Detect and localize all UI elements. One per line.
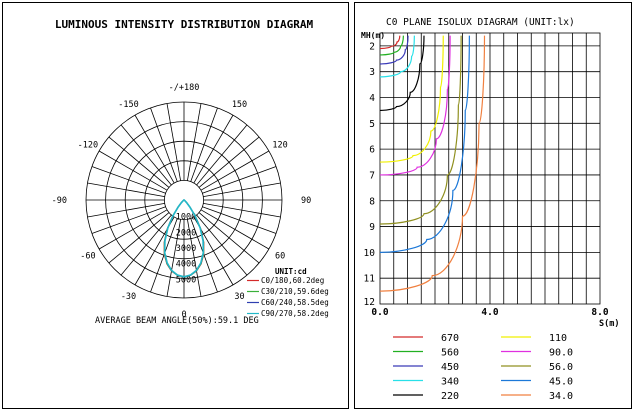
polar-spoke xyxy=(198,212,260,264)
polar-chart: LUMINOUS INTENSITY DISTRIBUTION DIAGRAM -… xyxy=(52,18,329,326)
radial-tick-label: 5000 xyxy=(176,275,196,285)
y-axis-label: MH(m) xyxy=(361,31,385,40)
polar-spoke xyxy=(196,124,248,186)
x-axis-label: S(m) xyxy=(599,319,619,329)
x-tick-label: 0.0 xyxy=(371,307,388,318)
polar-spoke xyxy=(202,206,277,234)
polar-spoke xyxy=(196,214,248,276)
isolux-curve-6 xyxy=(379,35,451,176)
radial-tick-label: 1000 xyxy=(176,213,196,223)
polar-spoke xyxy=(203,203,281,218)
angle-label: -/+180 xyxy=(169,83,200,93)
intensity-curve-3 xyxy=(163,199,205,278)
polar-spoke xyxy=(91,206,166,234)
radial-tick-label: 2000 xyxy=(176,228,196,238)
polar-spoke xyxy=(150,107,178,182)
polar-spoke xyxy=(87,182,165,197)
polar-spoke xyxy=(190,218,218,293)
angle-label: -150 xyxy=(118,100,138,110)
isolux-legend-label: 450 xyxy=(441,362,459,373)
isolux-legend-label: 220 xyxy=(441,391,459,402)
angle-label: -90 xyxy=(52,196,67,206)
isolux-legend-label: 670 xyxy=(441,333,459,344)
y-tick-label: 9 xyxy=(369,222,375,233)
polar-spoke xyxy=(98,150,168,191)
isolux-grid xyxy=(379,32,601,305)
y-tick-label: 4 xyxy=(369,93,375,104)
isolux-title: C0 PLANE ISOLUX DIAGRAM (UNIT:lx) xyxy=(386,17,575,28)
polar-spoke xyxy=(108,136,170,188)
y-tick-label: 11 xyxy=(364,274,376,285)
isolux-legend-label: 34.0 xyxy=(549,391,573,402)
radial-tick-label: 4000 xyxy=(176,260,196,270)
angle-label: -30 xyxy=(121,292,136,302)
isolux-curve-5 xyxy=(379,35,444,163)
angle-label: 30 xyxy=(234,292,244,302)
y-tick-label: 2 xyxy=(369,41,375,52)
polar-spoke xyxy=(198,136,260,188)
polar-spoke xyxy=(150,218,178,293)
polar-spoke xyxy=(98,209,168,250)
y-tick-label: 5 xyxy=(369,119,375,130)
x-tick-label: 4.0 xyxy=(481,307,498,318)
polar-spoke xyxy=(166,219,181,297)
y-tick-label: 10 xyxy=(364,248,376,259)
polar-spoke xyxy=(202,166,277,194)
isolux-legend-label: 56.0 xyxy=(549,362,573,373)
x-tick-label: 8.0 xyxy=(591,307,608,318)
y-tick-label: 3 xyxy=(369,67,375,78)
y-tick-label: 8 xyxy=(369,196,375,207)
polar-title: LUMINOUS INTENSITY DISTRIBUTION DIAGRAM xyxy=(55,18,314,31)
beam-angle-note: AVERAGE BEAM ANGLE(50%):59.1 DEG xyxy=(95,316,259,326)
isolux-curve-3 xyxy=(379,35,415,78)
legend-label: C30/210,59.6deg xyxy=(261,287,329,296)
isolux-curve-0 xyxy=(379,35,401,50)
isolux-curve-8 xyxy=(379,35,470,253)
radial-tick-label: 3000 xyxy=(176,244,196,254)
y-tick-label: 6 xyxy=(369,145,375,156)
angle-label: 0 xyxy=(181,310,186,320)
angle-label: 150 xyxy=(232,100,247,110)
isolux-curve-1 xyxy=(379,35,404,56)
polar-spoke xyxy=(193,114,234,184)
isolux-panel: C0 PLANE ISOLUX DIAGRAM (UNIT:lx) MH(m) 2 3… xyxy=(354,2,632,409)
legend-label: C60/240,58.5deg xyxy=(261,298,329,307)
isolux-legend-label: 90.0 xyxy=(549,348,573,359)
y-tick-label: 12 xyxy=(364,297,375,308)
angle-label: 120 xyxy=(272,141,287,151)
isolux-legend-label: 560 xyxy=(441,348,459,359)
isolux-legend-label: 45.0 xyxy=(549,377,573,388)
angle-label: 60 xyxy=(275,252,285,262)
polar-spoke xyxy=(108,212,170,264)
polar-spoke xyxy=(166,103,181,181)
legend-label: C0/180,60.2deg xyxy=(261,276,324,285)
polar-spoke xyxy=(134,114,175,184)
polar-spoke xyxy=(187,103,202,181)
angle-label: -60 xyxy=(80,252,95,262)
polar-spoke xyxy=(200,150,270,191)
polar-spoke xyxy=(87,203,165,218)
polar-grid xyxy=(85,101,283,299)
intensity-panel: LUMINOUS INTENSITY DISTRIBUTION DIAGRAM -… xyxy=(2,2,349,409)
polar-spoke xyxy=(200,209,270,250)
y-tick-label: 7 xyxy=(369,171,375,182)
unit-label: UNIT:cd xyxy=(275,267,307,276)
polar-spoke xyxy=(120,214,172,276)
polar-spoke xyxy=(190,107,218,182)
isolux-curve-2 xyxy=(379,35,409,65)
isolux-legend-label: 110 xyxy=(549,333,567,344)
polar-spoke xyxy=(91,166,166,194)
polar-spoke xyxy=(187,219,202,297)
isolux-curve-7 xyxy=(379,35,462,225)
isolux-curve-4 xyxy=(379,35,425,112)
isolux-legend-label: 340 xyxy=(441,377,459,388)
isolux-chart: C0 PLANE ISOLUX DIAGRAM (UNIT:lx)MH(m)2 3… xyxy=(361,17,619,402)
isolux-curve-9 xyxy=(379,35,486,292)
angle-label: 90 xyxy=(301,196,311,206)
legend-label: C90/270,58.2deg xyxy=(261,309,329,318)
polar-spoke xyxy=(120,124,172,186)
polar-spoke xyxy=(203,182,281,197)
angle-label: -120 xyxy=(78,141,98,151)
